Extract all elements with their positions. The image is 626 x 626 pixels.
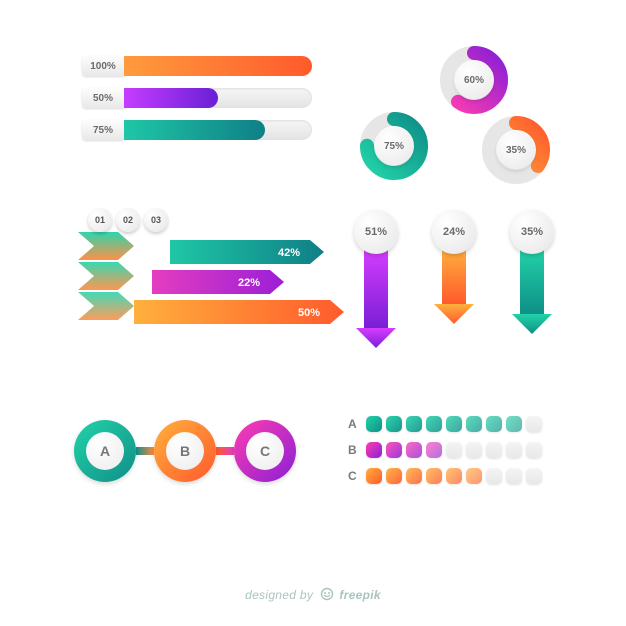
pill <box>386 442 402 458</box>
down-arrow: 24% <box>424 210 484 326</box>
pill-row-label: B <box>348 443 366 457</box>
pill <box>486 416 502 432</box>
pill <box>466 416 482 432</box>
pill <box>446 468 462 484</box>
down-arrow: 35% <box>502 210 562 336</box>
pill <box>386 468 402 484</box>
pill <box>406 468 422 484</box>
pill <box>526 468 542 484</box>
arrow-bar: 50% <box>134 300 348 324</box>
pill-row: B <box>348 442 546 458</box>
progress-bar-fill <box>124 56 312 76</box>
arrow-bar: 22% <box>152 270 288 294</box>
arrow-down-icon <box>432 248 476 326</box>
pill <box>406 442 422 458</box>
donut: 75% <box>360 112 428 180</box>
svg-text:42%: 42% <box>278 247 300 259</box>
chevron-stack-icon <box>78 232 138 362</box>
pill <box>366 468 382 484</box>
progress-bar-row: 50% <box>82 88 312 108</box>
chain-ring: B <box>154 420 216 482</box>
progress-bar-label: 50% <box>82 88 124 108</box>
pill <box>426 416 442 432</box>
pill <box>486 442 502 458</box>
down-arrow: 51% <box>346 210 406 350</box>
chain-ring: C <box>234 420 296 482</box>
circle-chain: A B C <box>74 420 296 482</box>
down-arrow-label: 24% <box>432 210 476 254</box>
down-arrow-label: 35% <box>510 210 554 254</box>
chain-label: B <box>166 432 204 470</box>
chain-label: A <box>86 432 124 470</box>
pill-row-label: A <box>348 417 366 431</box>
donut-label: 60% <box>455 61 493 99</box>
step-badge: 02 <box>116 208 140 232</box>
pill-row: C <box>348 468 546 484</box>
step-badge: 01 <box>88 208 112 232</box>
pill <box>526 442 542 458</box>
pill <box>486 468 502 484</box>
pill <box>426 442 442 458</box>
arrow-down-icon <box>510 248 554 336</box>
chain-ring: A <box>74 420 136 482</box>
chain-label: C <box>246 432 284 470</box>
pill <box>506 468 522 484</box>
pill-matrix: ABC <box>348 416 546 494</box>
pill <box>506 442 522 458</box>
chain-item: A <box>74 420 136 482</box>
progress-bar-track <box>124 120 312 140</box>
down-arrow-chart: 51% 24% 35% <box>340 210 580 360</box>
pill <box>446 442 462 458</box>
arrow-down-icon <box>354 248 398 350</box>
donut-label: 75% <box>375 127 413 165</box>
arrow-bar-chart: 010203 42% 22% 50% <box>78 210 338 360</box>
attribution-prefix: designed by <box>245 588 313 602</box>
progress-bar-label: 100% <box>82 56 124 76</box>
progress-bar-label: 75% <box>82 120 124 140</box>
donut-charts: 60% 75% <box>340 46 580 176</box>
attribution-brand: freepik <box>339 588 380 602</box>
donut-label: 35% <box>497 131 535 169</box>
chain-connector <box>136 447 154 455</box>
donut: 60% <box>440 46 508 114</box>
pill <box>386 416 402 432</box>
svg-text:50%: 50% <box>298 307 320 319</box>
pill <box>366 442 382 458</box>
svg-text:22%: 22% <box>238 277 260 289</box>
progress-bar-fill <box>124 120 265 140</box>
chain-connector <box>216 447 234 455</box>
pill <box>526 416 542 432</box>
pill-row-label: C <box>348 469 366 483</box>
chain-item: B <box>154 420 216 482</box>
progress-bar-row: 75% <box>82 120 312 140</box>
pill <box>446 416 462 432</box>
pill <box>466 468 482 484</box>
progress-bar-fill <box>124 88 218 108</box>
freepik-logo-icon <box>320 587 334 604</box>
pill <box>506 416 522 432</box>
progress-bar-track <box>124 88 312 108</box>
donut: 35% <box>482 116 550 184</box>
progress-bar-track <box>124 56 312 76</box>
pill <box>366 416 382 432</box>
step-badge: 03 <box>144 208 168 232</box>
progress-bar-row: 100% <box>82 56 312 76</box>
pill-row: A <box>348 416 546 432</box>
pill <box>466 442 482 458</box>
chain-item: C <box>234 420 296 482</box>
arrow-bar: 42% <box>170 240 328 264</box>
pill <box>426 468 442 484</box>
pill <box>406 416 422 432</box>
progress-bars: 100% 50% 75% <box>82 56 312 152</box>
attribution: designed by freepik <box>0 587 626 604</box>
down-arrow-label: 51% <box>354 210 398 254</box>
